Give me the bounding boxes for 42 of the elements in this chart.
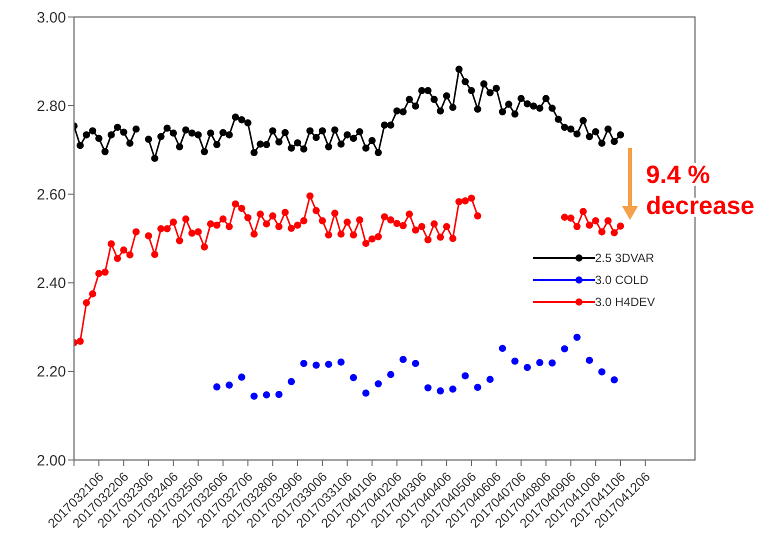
legend-label: 2.5 3DVAR	[595, 251, 654, 266]
point	[300, 360, 308, 368]
point	[412, 360, 420, 368]
point	[226, 382, 233, 389]
y-tick-label: 2.60	[36, 186, 66, 204]
point	[598, 368, 606, 376]
point	[400, 356, 407, 364]
legend-label: 3.0 H4DEV	[595, 295, 656, 310]
point	[374, 380, 382, 388]
point	[262, 391, 270, 398]
point	[350, 374, 358, 382]
point	[511, 358, 519, 365]
point	[462, 372, 469, 380]
point	[387, 370, 394, 378]
point	[586, 356, 594, 364]
point	[560, 345, 568, 352]
point	[325, 360, 332, 368]
point	[573, 334, 581, 341]
legend-label: 3.0 COLD	[595, 273, 648, 288]
point	[275, 390, 283, 398]
point	[424, 384, 432, 392]
point	[250, 392, 258, 400]
y-tick-label: 2.20	[36, 364, 66, 381]
point	[486, 376, 494, 383]
point	[610, 376, 618, 384]
y-tick-label: 2.00	[36, 452, 66, 470]
point	[288, 378, 295, 386]
point	[238, 374, 246, 381]
point	[536, 358, 544, 366]
y-tick-label: 3.00	[36, 9, 66, 26]
point	[362, 390, 370, 397]
point	[524, 364, 531, 372]
y-tick-label: 2.80	[36, 98, 66, 115]
point	[213, 383, 220, 391]
y-tick-label: 2.40	[36, 275, 66, 292]
point	[498, 344, 506, 352]
point	[474, 384, 482, 391]
point	[548, 359, 556, 367]
point	[337, 358, 345, 366]
point	[449, 386, 456, 393]
point	[312, 362, 320, 369]
point	[436, 387, 444, 394]
